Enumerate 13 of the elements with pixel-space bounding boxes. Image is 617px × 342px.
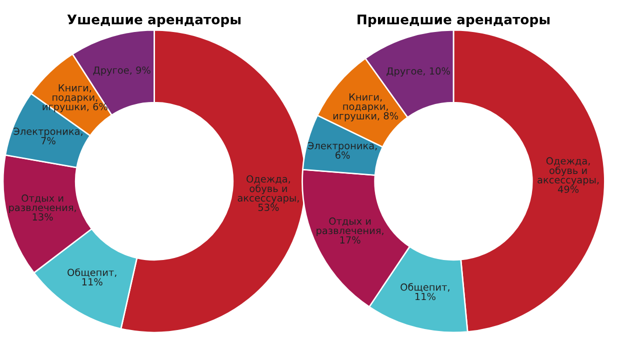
slice-label: Другое, 9% — [93, 66, 150, 76]
slice-label: Общепит, 11% — [68, 268, 116, 286]
slice-label: Одежда, обувь и аксессуары, 49% — [538, 157, 599, 193]
slice-label: Отдых и развлечения, 17% — [316, 217, 384, 244]
slice-label: Одежда, обувь и аксессуары, 53% — [238, 175, 299, 212]
slice-label: Общепит, 11% — [400, 283, 450, 300]
slice-label: Электроника, 7% — [14, 128, 82, 144]
slice-label: Книги, подарки, игрушки, 8% — [333, 93, 398, 122]
slice-label: Отдых и развлечения, 13% — [9, 194, 76, 221]
slice-label: Другое, 10% — [386, 67, 450, 77]
slice-label: Электроника, 6% — [308, 142, 377, 159]
chart-title: Ушедшие арендаторы — [67, 14, 241, 27]
chart-title: Пришедшие арендаторы — [358, 14, 550, 27]
